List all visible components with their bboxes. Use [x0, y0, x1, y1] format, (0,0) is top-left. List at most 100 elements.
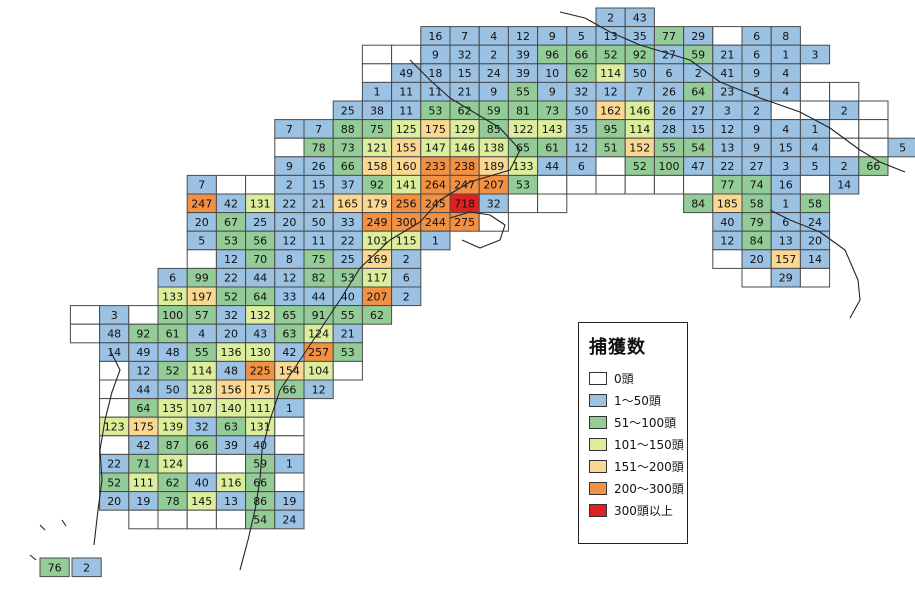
grid-cell: 10: [538, 64, 567, 83]
grid-cell: 9: [742, 64, 771, 83]
grid-cell: 249: [362, 213, 391, 232]
grid-cell-value: 53: [341, 272, 355, 285]
grid-cell: 14: [830, 175, 859, 194]
grid-cell: 2: [479, 45, 508, 64]
grid-cell-value: 52: [604, 49, 618, 62]
grid-cell: 132: [246, 306, 275, 325]
grid-cell-value: 9: [432, 49, 439, 62]
grid-cell-fill: [625, 175, 654, 194]
grid-cell: 44: [304, 287, 333, 306]
grid-cell: 111: [129, 473, 158, 492]
grid-cell: 53: [216, 231, 245, 250]
grid-cell-value: 275: [454, 216, 475, 229]
grid-cell-value: 264: [425, 179, 446, 192]
grid-cell-value: 13: [224, 495, 238, 508]
grid-cell: 13: [771, 231, 800, 250]
grid-cell: 33: [275, 287, 304, 306]
grid-cell-value: 718: [454, 197, 475, 210]
grid-cell-value: 27: [750, 160, 764, 173]
grid-cell-value: 2: [841, 160, 848, 173]
grid-cell-value: 121: [367, 142, 388, 155]
grid-cell-value: 42: [282, 346, 296, 359]
grid-cell: 130: [246, 343, 275, 362]
grid-cell: 145: [187, 492, 216, 511]
grid-cell: 53: [508, 175, 537, 194]
legend-item: 151～200頭: [589, 455, 687, 477]
grid-cell: 24: [275, 510, 304, 529]
grid-cell: 62: [158, 473, 187, 492]
grid-cell: 114: [187, 361, 216, 380]
grid-cell-value: 20: [195, 216, 209, 229]
grid-cell: 71: [129, 454, 158, 473]
legend-label: 51～100頭: [614, 414, 676, 431]
grid-cell: 86: [246, 492, 275, 511]
grid-cell-value: 65: [282, 309, 296, 322]
grid-cell: 29: [771, 268, 800, 287]
legend-item: 300頭以上: [589, 499, 687, 521]
grid-cell-value: 9: [490, 86, 497, 99]
grid-cell: 85: [479, 120, 508, 139]
grid-cell-value: 175: [250, 383, 271, 396]
grid-cell: 79: [742, 213, 771, 232]
grid-cell-value: 33: [341, 216, 355, 229]
grid-cell: 189: [479, 157, 508, 176]
grid-cell: 139: [158, 417, 187, 436]
grid-cell: 116: [216, 473, 245, 492]
grid-cell: 104: [304, 361, 333, 380]
grid-cell: 133: [508, 157, 537, 176]
grid-cell-value: 4: [782, 67, 789, 80]
grid-cell-value: 64: [691, 86, 705, 99]
grid-cell-value: 5: [899, 142, 906, 155]
grid-cell-value: 138: [483, 142, 504, 155]
grid-cell-value: 21: [341, 328, 355, 341]
grid-cell-value: 2: [695, 67, 702, 80]
grid-cell-value: 35: [574, 123, 588, 136]
grid-cell-value: 3: [812, 49, 819, 62]
grid-cell: 128: [187, 380, 216, 399]
grid-cell-value: 33: [282, 290, 296, 303]
grid-cell: 92: [362, 175, 391, 194]
grid-cell: 62: [567, 64, 596, 83]
grid-cell: 55: [333, 306, 362, 325]
grid-cell-value: 42: [136, 439, 150, 452]
grid-cell-value: 63: [282, 328, 296, 341]
grid-cell: 33: [333, 213, 362, 232]
grid-cell: 6: [654, 64, 683, 83]
grid-cell: 6: [742, 45, 771, 64]
grid-cell: 264: [421, 175, 450, 194]
grid-cell: [538, 175, 567, 194]
grid-cell-value: 78: [166, 495, 180, 508]
grid-cell-fill: [742, 268, 771, 287]
grid-cell: 100: [158, 306, 187, 325]
grid-cell: 19: [129, 492, 158, 511]
grid-cell-fill: [100, 361, 129, 380]
legend-item: 51～100頭: [589, 411, 687, 433]
grid-cell-fill: [538, 194, 567, 213]
grid-cell-value: 143: [542, 123, 563, 136]
grid-cell-fill: [333, 361, 362, 380]
grid-cell-value: 4: [782, 86, 789, 99]
grid-cell: 53: [421, 101, 450, 120]
grid-cell-value: 56: [253, 235, 267, 248]
grid-cell: 2: [596, 8, 625, 27]
grid-cell: 4: [800, 138, 829, 157]
grid-cell: 26: [654, 101, 683, 120]
grid-cell: 63: [275, 324, 304, 343]
grid-cell: [333, 361, 362, 380]
grid-cell: 65: [508, 138, 537, 157]
grid-cell-fill: [654, 175, 683, 194]
grid-cell-value: 44: [136, 383, 150, 396]
grid-cell-value: 9: [753, 123, 760, 136]
grid-cell-fill: [538, 175, 567, 194]
grid-cell: 12: [713, 120, 742, 139]
grid-cell: 175: [246, 380, 275, 399]
grid-cell: 4: [479, 27, 508, 46]
grid-cell-value: 104: [308, 365, 329, 378]
grid-cell: 84: [684, 194, 713, 213]
grid-cell: 5: [187, 231, 216, 250]
grid-cell: [187, 510, 216, 529]
grid-cell-value: 25: [253, 216, 267, 229]
grid-cell-value: 92: [370, 179, 384, 192]
grid-cell-value: 122: [513, 123, 534, 136]
grid-cell-value: 53: [428, 104, 442, 117]
